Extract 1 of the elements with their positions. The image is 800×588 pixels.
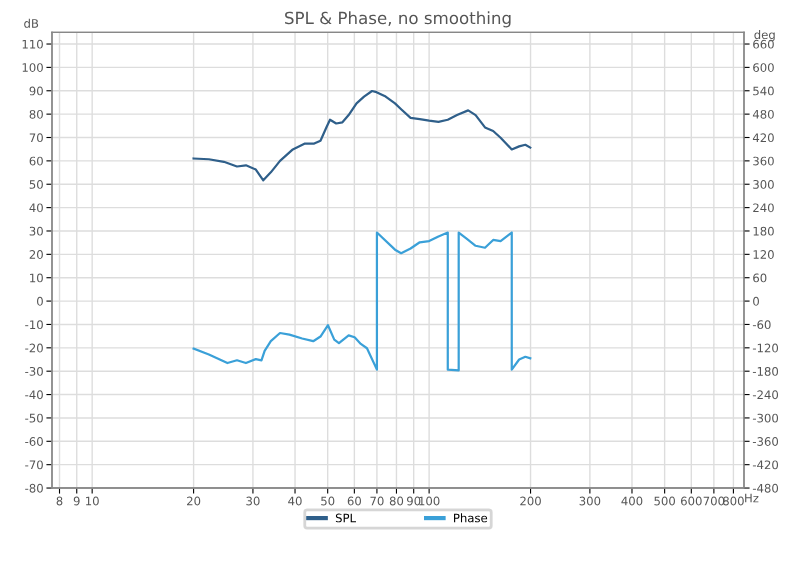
chart-title: SPL & Phase, no smoothing [285, 11, 511, 28]
